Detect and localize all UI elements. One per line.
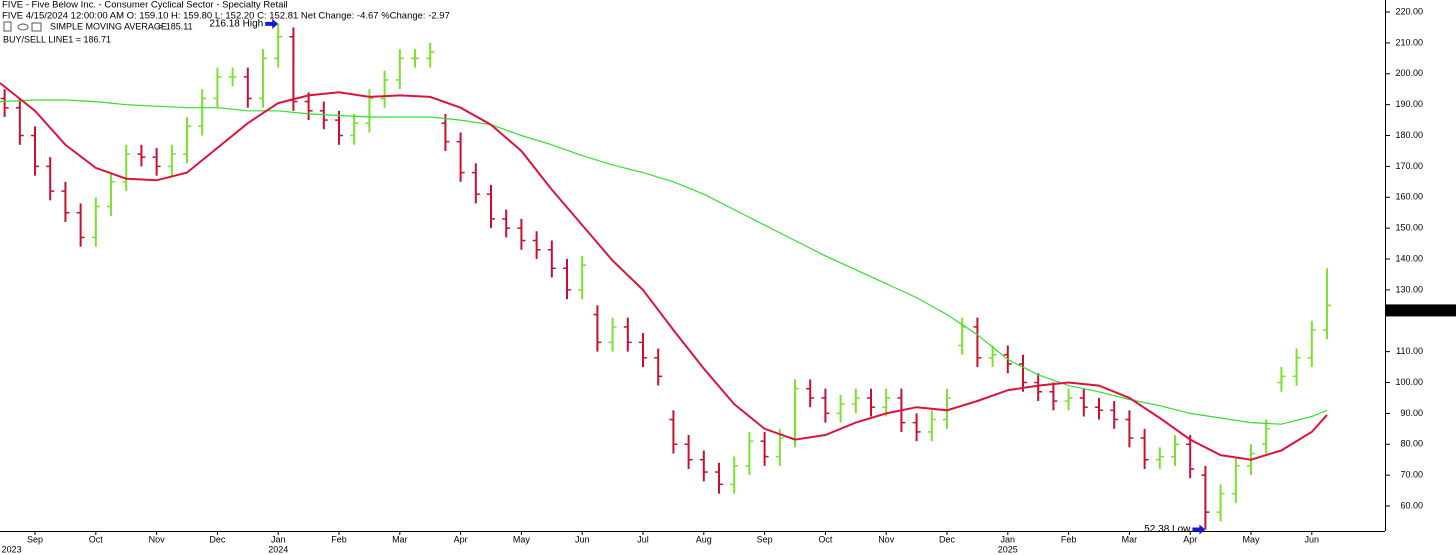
x-tick-label: May [1242,534,1260,544]
y-tick-label: 150.00 [1395,223,1423,233]
y-tick-label: 180.00 [1395,130,1423,140]
y-tick-label: 90.00 [1400,408,1423,418]
y-tick-label: 110.00 [1396,346,1423,356]
x-tick-label: Sep [27,534,43,544]
year-label: 2023 [2,544,22,554]
y-tick-label: 170.00 [1395,161,1423,171]
x-tick-label: Dec [209,534,226,544]
y-tick-label: 130.00 [1395,284,1423,294]
x-tick-label: Aug [696,534,712,544]
ma-line [0,82,1328,461]
x-tick-label: Dec [939,534,956,544]
toolbar-icons [3,21,42,32]
ma-line [0,99,1328,425]
x-tick-label: Nov [878,534,895,544]
x-tick-label: Jun [575,534,590,544]
legend-value: = 185.11 [158,21,193,31]
legend-label: SIMPLE MOVING AVERAGE [50,21,167,31]
x-tick-label: Oct [89,534,104,544]
x-tick-label: Jan [271,534,286,544]
x-tick-label: Feb [1061,534,1077,544]
y-tick-label: 70.00 [1400,469,1423,479]
chart-title: FIVE - Five Below Inc. - Consumer Cyclic… [2,0,288,11]
x-tick-label: Oct [818,534,833,544]
icon[interactable] [17,23,29,31]
x-tick-label: Jan [1001,534,1016,544]
year-label: 2024 [268,544,288,554]
annotation-label: 52.38 Low [1144,524,1191,535]
x-tick-label: May [513,534,531,544]
x-tick-label: Apr [454,534,468,544]
x-tick-label: Mar [1122,534,1138,544]
y-tick-label: 80.00 [1400,439,1423,449]
x-tick-label: Feb [331,534,347,544]
annotation-arrow [265,18,279,29]
annotation-label: 216.18 High [209,18,263,29]
x-tick-label: Jun [1305,534,1320,544]
year-label: 2025 [998,544,1018,554]
y-tick-label: 220.00 [1395,6,1423,16]
x-tick-label: Jul [637,534,649,544]
x-tick-label: Sep [757,534,773,544]
chart-subtitle: FIVE 4/15/2024 12:00:00 AM O: 159.10 H: … [2,11,450,22]
x-tick-label: Apr [1183,534,1197,544]
y-tick-label: 60.00 [1400,500,1423,510]
annotation-arrow [1192,524,1206,535]
last-price-box [1386,304,1456,317]
y-tick-label: 200.00 [1395,68,1423,78]
last-price-label: 123.35 [1388,305,1416,315]
x-tick-label: Mar [392,534,408,544]
legend-label: BUY/SELL LINE1 = 186.71 [3,34,111,44]
icon[interactable] [31,22,42,32]
y-tick-label: 210.00 [1395,37,1423,47]
y-tick-label: 160.00 [1395,192,1423,202]
x-tick-label: Nov [149,534,166,544]
y-tick-label: 190.00 [1395,99,1423,109]
y-tick-label: 100.00 [1395,377,1423,387]
y-tick-label: 140.00 [1395,253,1423,263]
icon[interactable] [3,21,12,32]
